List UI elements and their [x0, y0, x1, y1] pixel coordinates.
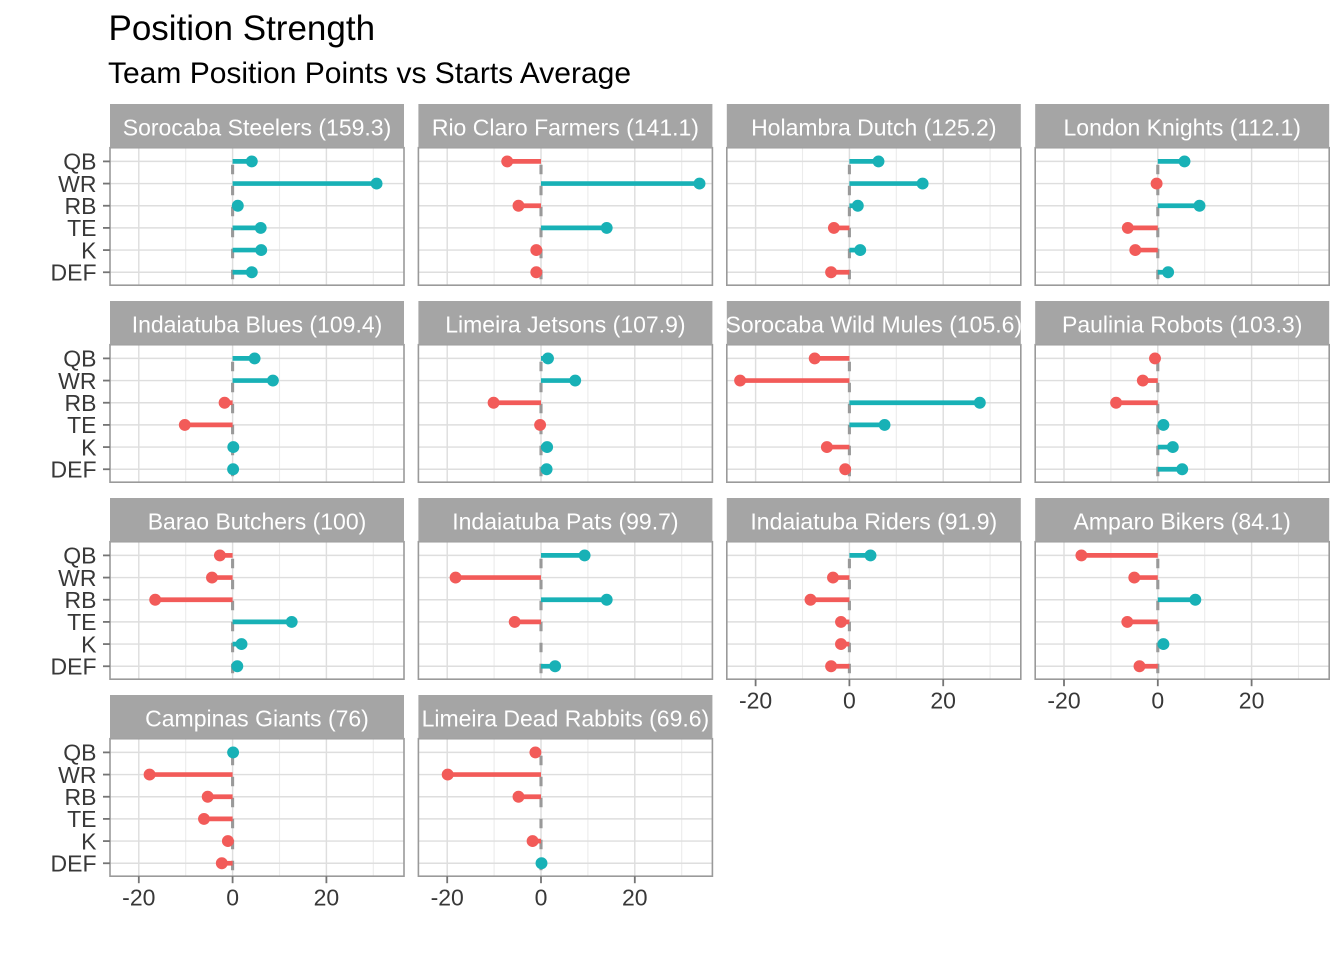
- svg-text:K: K: [81, 434, 97, 460]
- svg-text:QB: QB: [63, 346, 96, 372]
- svg-text:0: 0: [843, 688, 856, 714]
- svg-text:Amparo Bikers (84.1): Amparo Bikers (84.1): [1074, 509, 1291, 535]
- svg-text:DEF: DEF: [51, 259, 97, 285]
- svg-text:London Knights (112.1): London Knights (112.1): [1063, 115, 1300, 141]
- svg-text:WR: WR: [58, 368, 96, 394]
- svg-text:0: 0: [226, 885, 239, 911]
- svg-text:RB: RB: [65, 193, 97, 219]
- svg-text:K: K: [81, 828, 97, 854]
- svg-text:0: 0: [1151, 688, 1164, 714]
- svg-text:QB: QB: [63, 740, 96, 766]
- svg-text:Sorocaba Wild Mules (105.6): Sorocaba Wild Mules (105.6): [726, 312, 1023, 338]
- svg-text:Indaiatuba Pats (99.7): Indaiatuba Pats (99.7): [452, 509, 678, 535]
- svg-text:20: 20: [1239, 688, 1265, 714]
- svg-text:DEF: DEF: [51, 653, 97, 679]
- svg-text:DEF: DEF: [51, 850, 97, 876]
- svg-text:20: 20: [622, 885, 648, 911]
- svg-text:QB: QB: [63, 543, 96, 569]
- svg-text:RB: RB: [65, 390, 97, 416]
- svg-text:-20: -20: [431, 885, 464, 911]
- svg-text:Limeira Dead Rabbits (69.6): Limeira Dead Rabbits (69.6): [422, 706, 710, 732]
- svg-text:Campinas Giants (76): Campinas Giants (76): [145, 706, 369, 732]
- svg-text:20: 20: [314, 885, 340, 911]
- svg-text:TE: TE: [67, 609, 96, 635]
- svg-text:0: 0: [535, 885, 548, 911]
- svg-text:Indaiatuba Riders (91.9): Indaiatuba Riders (91.9): [750, 509, 997, 535]
- svg-text:-20: -20: [1047, 688, 1080, 714]
- svg-text:Team Position Points vs Starts: Team Position Points vs Starts Average: [108, 57, 631, 90]
- svg-text:RB: RB: [65, 784, 97, 810]
- svg-text:TE: TE: [67, 215, 96, 241]
- svg-text:RB: RB: [65, 587, 97, 613]
- svg-text:TE: TE: [67, 412, 96, 438]
- svg-text:20: 20: [930, 688, 956, 714]
- svg-text:-20: -20: [122, 885, 155, 911]
- svg-text:Paulinia Robots (103.3): Paulinia Robots (103.3): [1062, 312, 1302, 338]
- svg-text:-20: -20: [739, 688, 772, 714]
- svg-text:Barao Butchers (100): Barao Butchers (100): [148, 509, 367, 535]
- svg-text:K: K: [81, 237, 97, 263]
- svg-text:WR: WR: [58, 565, 96, 591]
- svg-text:TE: TE: [67, 806, 96, 832]
- svg-text:K: K: [81, 631, 97, 657]
- svg-text:Holambra Dutch (125.2): Holambra Dutch (125.2): [751, 115, 996, 141]
- svg-text:DEF: DEF: [51, 456, 97, 482]
- svg-text:Sorocaba Steelers (159.3): Sorocaba Steelers (159.3): [123, 115, 392, 141]
- svg-text:WR: WR: [58, 762, 96, 788]
- svg-text:QB: QB: [63, 149, 96, 175]
- svg-text:WR: WR: [58, 171, 96, 197]
- svg-text:Indaiatuba Blues (109.4): Indaiatuba Blues (109.4): [132, 312, 383, 338]
- svg-text:Limeira Jetsons (107.9): Limeira Jetsons (107.9): [445, 312, 685, 338]
- svg-text:Position Strength: Position Strength: [109, 9, 376, 48]
- svg-text:Rio Claro Farmers (141.1): Rio Claro Farmers (141.1): [432, 115, 699, 141]
